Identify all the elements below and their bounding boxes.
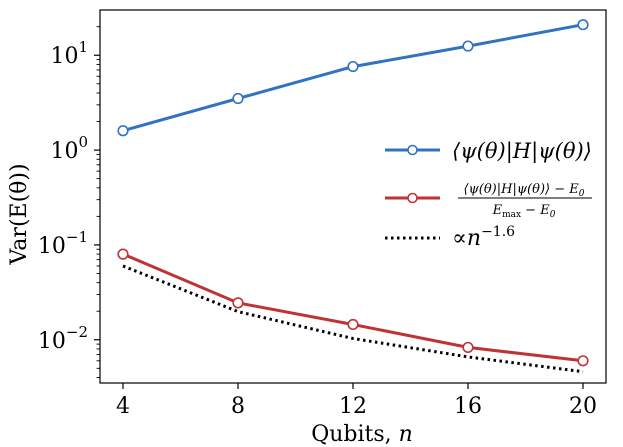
series-1-point bbox=[347, 318, 359, 331]
series-line-2 bbox=[122, 264, 584, 374]
x-tick-label: 8 bbox=[231, 394, 245, 419]
x-axis-label: Qubits, n bbox=[311, 422, 413, 447]
legend-label-black: ∝n−1.6 bbox=[452, 224, 515, 251]
series-line-1 bbox=[122, 252, 584, 363]
series-1-point bbox=[577, 355, 589, 367]
legend-marker-blue bbox=[407, 144, 418, 156]
y-tick-label: 10−1 bbox=[38, 228, 88, 259]
series-1-point bbox=[232, 297, 244, 309]
x-tick-label: 12 bbox=[339, 394, 367, 419]
series-1-point bbox=[117, 248, 129, 260]
x-axis-label-text: Qubits, bbox=[311, 422, 398, 447]
legend-label-red-denominator: Emax − E0 bbox=[492, 203, 556, 220]
x-tick-label: 4 bbox=[116, 394, 130, 419]
legend: ⟨ψ(θ)|H|ψ(θ)⟩ ⟨ψ(θ)|H|ψ(θ)⟩ − E0 Emax − … bbox=[385, 139, 592, 251]
legend-entry-red: ⟨ψ(θ)|H|ψ(θ)⟩ − E0 Emax − E0 bbox=[385, 182, 592, 220]
legend-entry-black: ∝n−1.6 bbox=[385, 224, 515, 251]
legend-entry-blue: ⟨ψ(θ)|H|ψ(θ)⟩ bbox=[385, 139, 592, 164]
x-tick-label: 20 bbox=[569, 394, 597, 419]
y-tick-label: 100 bbox=[50, 133, 88, 164]
series-0-point bbox=[462, 40, 474, 52]
legend-label-red-numerator: ⟨ψ(θ)|H|ψ(θ)⟩ − E0 bbox=[464, 182, 585, 199]
series-line-0 bbox=[122, 23, 584, 133]
ticks-layer: 4 8 12 16 20 10−2 10−1 100 101 bbox=[38, 26, 597, 419]
y-axis-label: Var(E(θ)) bbox=[7, 163, 32, 265]
legend-label-blue: ⟨ψ(θ)|H|ψ(θ)⟩ bbox=[452, 139, 592, 164]
y-tick-label: 10−2 bbox=[38, 323, 88, 354]
series-1-point bbox=[462, 341, 474, 354]
series-0-point bbox=[232, 92, 244, 105]
series-0-point bbox=[117, 125, 129, 137]
legend-marker-red bbox=[407, 192, 418, 204]
series-layer bbox=[117, 19, 589, 374]
series-0-point bbox=[347, 60, 359, 73]
series-0-point bbox=[577, 19, 589, 31]
y-tick-label: 101 bbox=[50, 38, 88, 69]
x-axis-label-var: n bbox=[399, 422, 413, 447]
x-tick-label: 16 bbox=[454, 394, 482, 419]
